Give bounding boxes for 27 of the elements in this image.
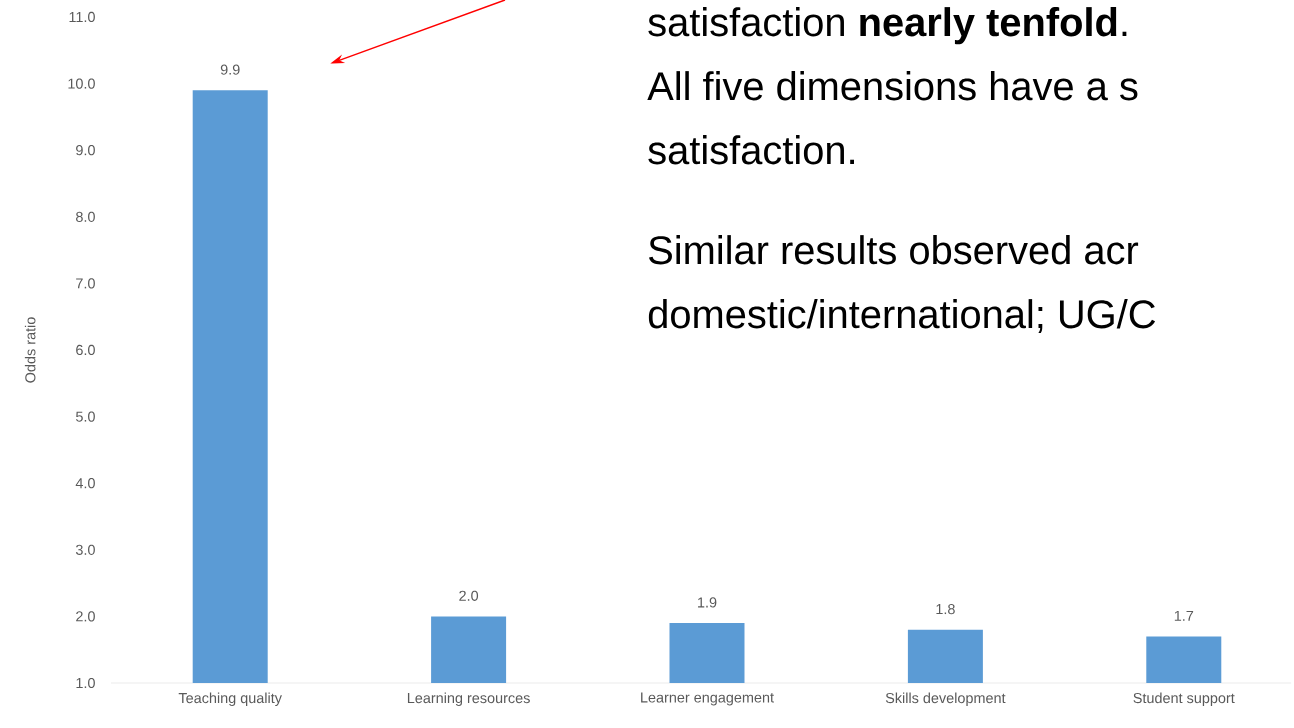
- data-label: 1.7: [1174, 610, 1194, 621]
- y-tick-label: 6.0: [76, 344, 95, 356]
- data-label: 2.0: [459, 590, 479, 601]
- y-tick-label: 7.0: [76, 278, 95, 289]
- y-tick-label: 11.0: [69, 11, 95, 23]
- x-tick-label: Skills development: [885, 692, 1006, 706]
- x-tick-label: Student support: [1133, 692, 1235, 706]
- y-tick-label: 8.0: [76, 211, 95, 222]
- y-tick-label: 2.0: [76, 611, 95, 622]
- annotation: satisfaction.: [648, 135, 854, 165]
- annotation: domestic/international; UG/C: [648, 299, 1156, 334]
- data-label: 1.8: [936, 603, 955, 615]
- y-tick-label: 9.0: [76, 145, 95, 156]
- y-axis-title: Odds ratio: [24, 317, 36, 383]
- annotation: satisfaction nearly tenfold.: [648, 7, 1127, 45]
- annotation: All five dimensions have a s: [647, 71, 1138, 101]
- y-tick-label: 4.0: [75, 478, 95, 489]
- y-tick-label: 5.0: [75, 411, 95, 422]
- x-tick-label: Learner engagement: [641, 692, 774, 706]
- data-label: 1.9: [698, 597, 717, 608]
- y-tick-label: 3.0: [75, 544, 95, 555]
- annotation: Similar results observed acr: [649, 235, 1139, 265]
- x-tick-label: Teaching quality: [178, 692, 282, 706]
- y-tick-label: 1.0: [76, 677, 95, 689]
- x-tick-label: Learning resources: [407, 692, 530, 706]
- data-label: 9.9: [220, 64, 240, 75]
- y-tick-label: 10.0: [68, 78, 95, 89]
